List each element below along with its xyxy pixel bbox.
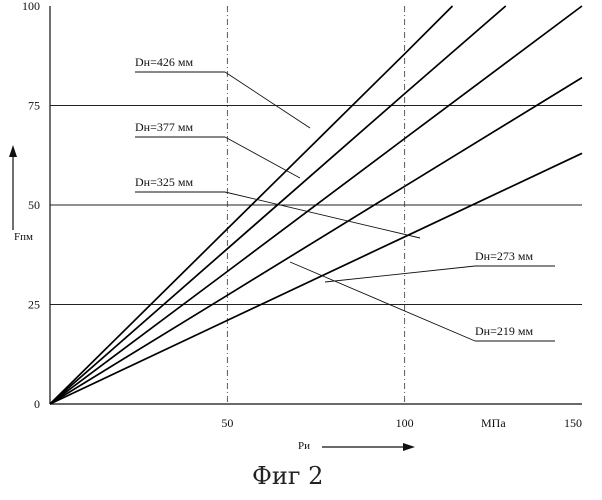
series-label-4: Dн=273 мм <box>475 249 533 263</box>
y-axis-arrow-head <box>9 145 17 157</box>
x-axis-label: Pи <box>298 440 415 452</box>
y-tick-label-50: 50 <box>28 198 40 212</box>
y-tick-label-0: 0 <box>34 397 40 411</box>
y-tick-label-75: 75 <box>28 99 40 113</box>
series-label-leader-1 <box>225 72 310 128</box>
y-axis-label: Fпм <box>9 145 33 243</box>
series-label-2: Dн=377 мм <box>135 120 193 134</box>
series-line-5 <box>50 153 582 404</box>
x-tick-label-0: 50 <box>221 416 233 430</box>
y-tick-label-100: 100 <box>22 0 40 13</box>
series-label-3: Dн=325 мм <box>135 175 193 189</box>
series-label-1: Dн=426 мм <box>135 55 193 69</box>
x-tick-label-3: 150 <box>564 416 582 430</box>
series-line-4 <box>50 78 582 404</box>
x-axis-arrow-head <box>403 443 415 451</box>
series-label-leader-2 <box>225 137 300 178</box>
label-leaders: Dн=426 мм Dн=377 мм Dн=325 мм Dн=273 мм Dн=2… <box>135 55 555 341</box>
x-tick-label-2: МПа <box>481 416 506 430</box>
y-tick-label-25: 25 <box>28 298 40 312</box>
x-tick-label-1: 100 <box>396 416 414 430</box>
x-axis-label-text: Pи <box>298 440 310 452</box>
series-label-leader-5 <box>290 262 475 341</box>
figure-caption: Фиг 2 <box>252 462 323 490</box>
series-label-leader-4 <box>325 266 475 282</box>
series-label-5: Dн=219 мм <box>475 324 533 338</box>
y-axis-label-text: Fпм <box>14 231 33 243</box>
series-label-leader-3 <box>225 192 420 238</box>
